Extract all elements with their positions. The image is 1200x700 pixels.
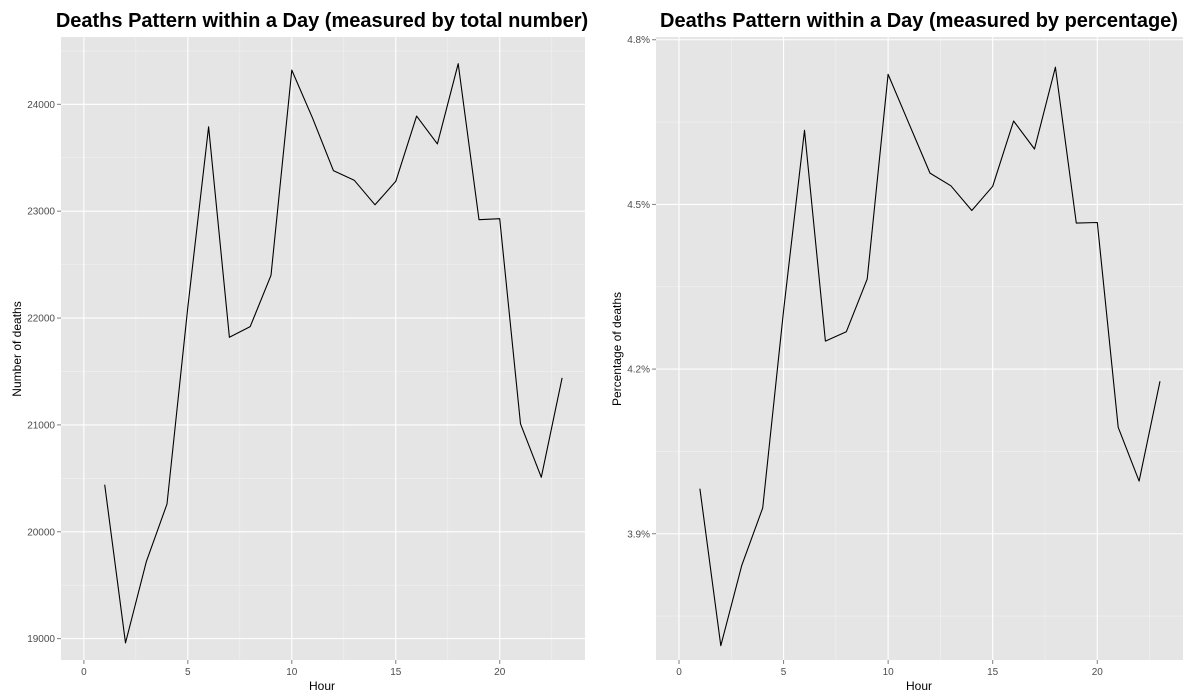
x-tick-label: 15 [987,667,999,678]
y-tick-label: 3.9% [627,529,650,540]
series-line [699,66,1161,647]
y-tick-label: 21000 [27,420,55,431]
x-tick-label: 5 [781,667,787,678]
chart-deaths-total: Deaths Pattern within a Day (measured by… [10,10,588,693]
y-tick-label: 4.8% [627,35,650,46]
y-tick-label: 24000 [27,100,55,111]
y-tick-label: 19000 [27,634,55,645]
x-axis-label: Hour [906,679,932,693]
x-tick-label: 10 [883,667,895,678]
plot-panel: 0 5 10 15 20 3.9% 4.2% 4.5% 4.8% [627,35,1183,678]
plot-panel: 0 5 10 15 20 19000 20000 21000 22000 23000 24000 [27,37,585,678]
y-tick-label: 23000 [27,207,55,218]
y-tick-label: 4.2% [627,365,650,376]
x-tick-label: 0 [676,667,682,678]
x-axis-label: Hour [309,679,335,693]
gridlines [61,37,585,660]
x-tick-label: 20 [1092,667,1104,678]
y-tick-label: 22000 [27,314,55,325]
chart-deaths-percentage: Deaths Pattern within a Day (measured by… [610,10,1183,693]
x-tick-label: 15 [390,667,402,678]
x-tick-label: 20 [494,667,506,678]
x-tick-label: 0 [81,667,87,678]
panel-background [656,37,1183,660]
x-tick-label: 10 [286,667,298,678]
panel-background [61,37,585,660]
chart-title: Deaths Pattern within a Day (measured by… [660,10,1178,32]
x-tick-label: 5 [185,667,191,678]
y-axis-label: Number of deaths [10,301,24,396]
y-axis-label: Percentage of deaths [610,292,624,406]
chart-title: Deaths Pattern within a Day (measured by… [56,10,588,32]
series-line [104,63,563,644]
y-tick-label: 4.5% [627,200,650,211]
y-tick-label: 20000 [27,527,55,538]
gridlines [656,37,1183,660]
